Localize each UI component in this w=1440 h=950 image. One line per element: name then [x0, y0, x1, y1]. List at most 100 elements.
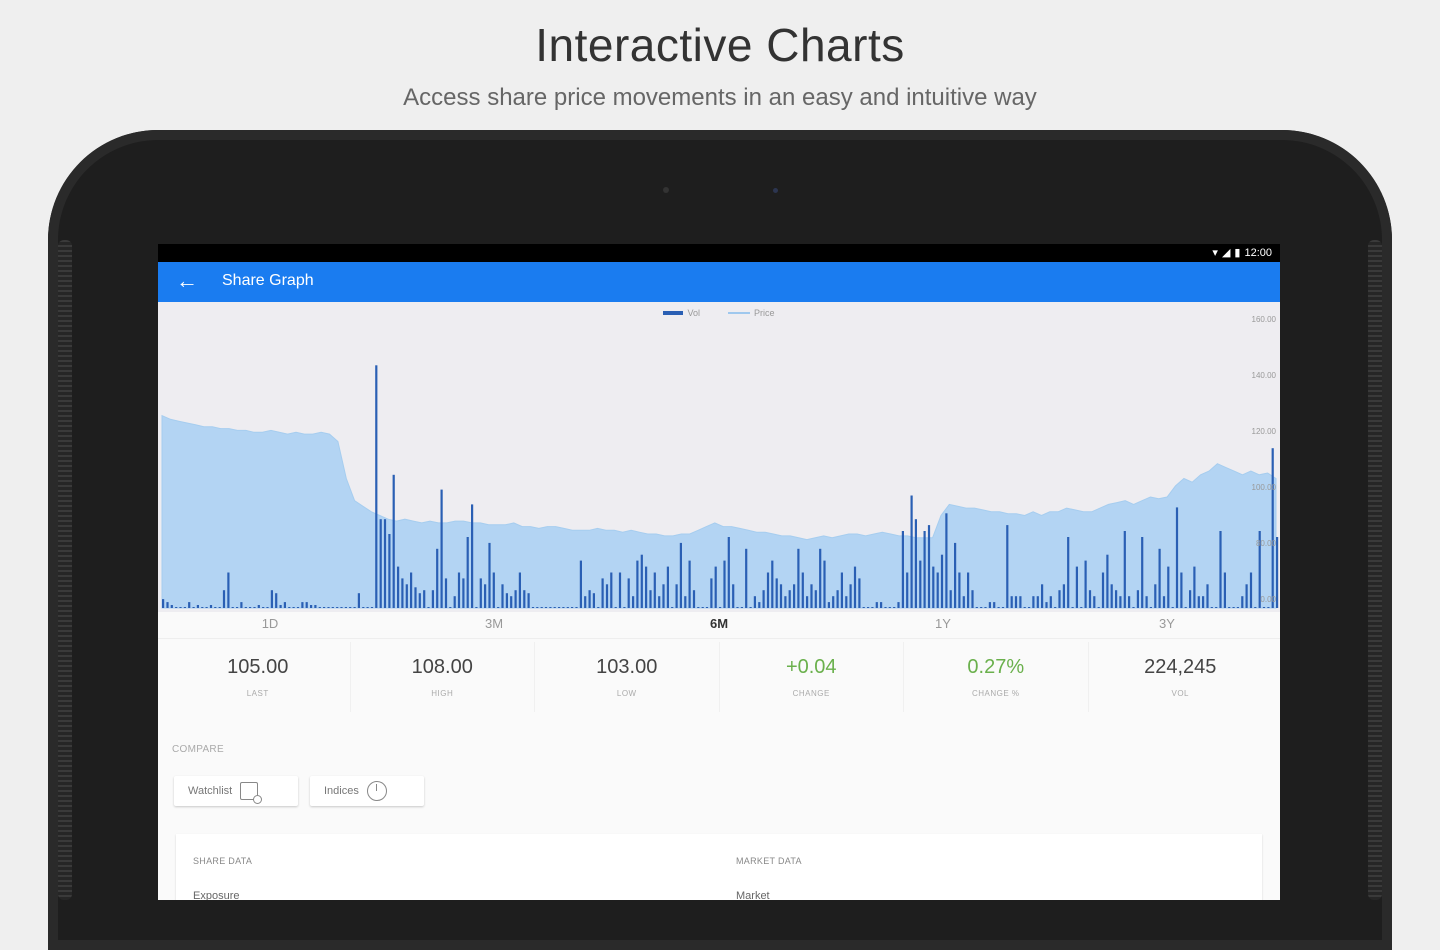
period-tab-3m[interactable]: 3M	[484, 616, 504, 631]
stat-change-percent-value: 0.27%	[967, 656, 1025, 678]
volume-bar	[1119, 596, 1122, 608]
indices-button[interactable]: Indices	[310, 776, 424, 806]
volume-bar	[505, 593, 508, 608]
stat-last-value: 105.00	[227, 656, 289, 678]
volume-bar	[801, 572, 804, 608]
volume-bar	[588, 590, 591, 608]
volume-bar	[1258, 531, 1261, 608]
device-screen: ▾ ◢ ▮ 12:00 ← Share Graph 160.00 140.00 12…	[158, 244, 1280, 900]
volume-bar	[192, 607, 195, 608]
volume-bar	[1206, 584, 1209, 608]
volume-bar	[971, 590, 974, 608]
volume-bar	[893, 607, 896, 608]
volume-bar	[1136, 590, 1139, 608]
volume-bar	[553, 607, 556, 608]
volume-bar	[1036, 596, 1039, 608]
volume-bar	[732, 584, 735, 608]
volume-bar	[906, 572, 909, 608]
volume-bar	[1202, 596, 1205, 608]
volume-bar	[636, 560, 639, 608]
volume-bar	[988, 602, 991, 608]
volume-bar	[1132, 607, 1135, 608]
volume-bar	[466, 537, 469, 608]
volume-bar	[440, 489, 443, 608]
volume-bar	[910, 495, 913, 608]
volume-bar	[388, 534, 391, 608]
market-data-heading: MARKET DATA	[736, 856, 802, 866]
volume-bar	[244, 607, 247, 608]
volume-bar	[1071, 607, 1074, 608]
volume-bar	[353, 607, 356, 608]
volume-bar	[462, 578, 465, 608]
period-tab-1d[interactable]: 1D	[261, 616, 279, 631]
volume-bar	[867, 607, 870, 608]
front-camera	[663, 187, 669, 193]
period-tab-1y[interactable]: 1Y	[935, 616, 951, 631]
app-bar-title: Share Graph	[222, 272, 314, 289]
volume-bar	[658, 596, 661, 608]
hero-subtitle: Access share price movements in an easy …	[403, 84, 1037, 111]
volume-bar	[806, 596, 809, 608]
volume-bar	[431, 590, 434, 608]
volume-bar	[209, 605, 213, 608]
price-area-series	[161, 414, 1277, 609]
volume-bar	[1254, 607, 1257, 608]
volume-bar	[175, 607, 178, 608]
volume-bar	[592, 593, 595, 608]
volume-bar	[793, 584, 796, 608]
volume-bar	[827, 602, 830, 608]
stat-change-percent: 0.27% CHANGE %	[904, 642, 1089, 712]
volume-bar	[927, 525, 931, 608]
volume-bar	[797, 548, 800, 608]
volume-bar	[257, 605, 260, 608]
volume-bar	[923, 531, 926, 608]
volume-bar	[401, 578, 404, 608]
volume-bar	[270, 590, 273, 608]
volume-bar	[222, 590, 226, 608]
volume-bar	[1180, 572, 1183, 608]
volume-bar	[362, 607, 365, 608]
volume-bar	[292, 607, 295, 608]
volume-bar	[1019, 596, 1022, 608]
volume-bar	[444, 578, 448, 608]
share-data-heading: SHARE DATA	[193, 856, 253, 866]
volume-bar	[901, 531, 904, 608]
volume-bar	[1245, 584, 1248, 608]
stats-row: 105.00 LAST 108.00 HIGH 103.00 LOW +0.04…	[166, 642, 1272, 712]
volume-bar	[527, 593, 530, 608]
app-bar: ← Share Graph	[158, 262, 1280, 302]
volume-bar	[492, 572, 495, 608]
volume-bar	[614, 607, 617, 608]
volume-bar	[1110, 584, 1113, 608]
volume-bar	[1123, 531, 1126, 608]
volume-bar	[531, 607, 535, 608]
watchlist-icon	[240, 782, 263, 804]
volume-bar	[1001, 607, 1005, 608]
volume-bar	[162, 599, 165, 608]
volume-bar	[262, 607, 265, 608]
volume-bar	[566, 607, 569, 608]
volume-bar	[544, 607, 548, 608]
watchlist-button[interactable]: Watchlist	[174, 776, 298, 806]
volume-bar	[997, 607, 1000, 608]
volume-bar	[888, 607, 891, 608]
volume-bar	[1215, 607, 1218, 608]
watchlist-button-label: Watchlist	[188, 785, 233, 797]
volume-bar	[684, 596, 687, 608]
market-data-first-row: Market	[736, 890, 770, 900]
legend-swatch-price	[728, 312, 750, 314]
volume-bar	[314, 605, 317, 608]
volume-bar	[1223, 572, 1226, 608]
share-chart[interactable]: 160.00 140.00 120.00 100.00 80.00 0.00 Vol Pr…	[158, 302, 1280, 612]
status-icons: ▾ ◢ ▮ 12:00	[1212, 246, 1272, 260]
arrow-left-icon[interactable]: ←	[176, 268, 198, 293]
volume-bar	[749, 607, 752, 608]
chart-svg[interactable]: 160.00 140.00 120.00 100.00 80.00 0.00	[158, 302, 1280, 612]
volume-bar	[723, 560, 726, 608]
volume-bar	[310, 605, 313, 608]
period-tab-6m[interactable]: 6M	[709, 616, 729, 631]
volume-bar	[1149, 607, 1152, 608]
period-tab-3y[interactable]: 3Y	[1159, 616, 1175, 631]
volume-bar	[627, 578, 630, 608]
volume-bar	[862, 607, 865, 608]
